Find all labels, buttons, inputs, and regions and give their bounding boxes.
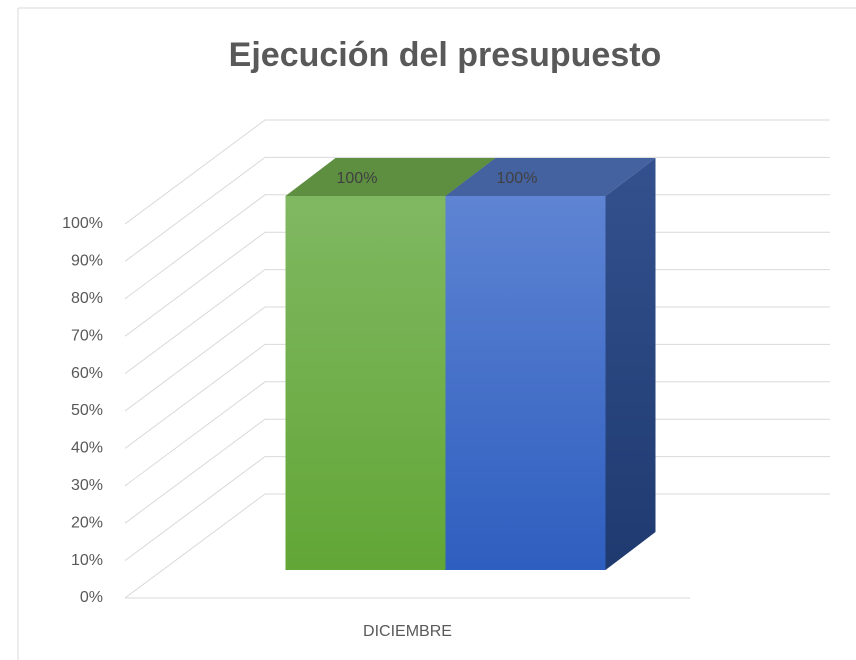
y-tick-label: 100% bbox=[62, 215, 103, 232]
grid-line bbox=[124, 119, 830, 225]
y-tick-label: 10% bbox=[71, 552, 103, 569]
y-tick-label: 80% bbox=[71, 290, 103, 307]
y-tick-label: 0% bbox=[80, 589, 103, 606]
y-tick-label: 20% bbox=[71, 514, 103, 531]
chart-title: Ejecución del presupuesto bbox=[229, 36, 662, 74]
y-tick-label: 60% bbox=[71, 365, 103, 382]
bar-top bbox=[445, 158, 656, 196]
bar-side bbox=[605, 158, 656, 570]
x-tick-label: DICIEMBRE bbox=[363, 623, 452, 640]
y-tick-label: 50% bbox=[71, 402, 103, 419]
value-label: 100% bbox=[497, 170, 538, 187]
y-tick-label: 70% bbox=[71, 327, 103, 344]
bar-front bbox=[285, 196, 446, 570]
bar-top bbox=[285, 158, 496, 196]
y-tick-label: 40% bbox=[71, 440, 103, 457]
value-label: 100% bbox=[337, 170, 378, 187]
bar bbox=[445, 158, 656, 570]
y-tick-label: 90% bbox=[71, 253, 103, 270]
bar-front bbox=[445, 196, 606, 570]
y-tick-label: 30% bbox=[71, 477, 103, 494]
grid-line bbox=[124, 156, 830, 262]
